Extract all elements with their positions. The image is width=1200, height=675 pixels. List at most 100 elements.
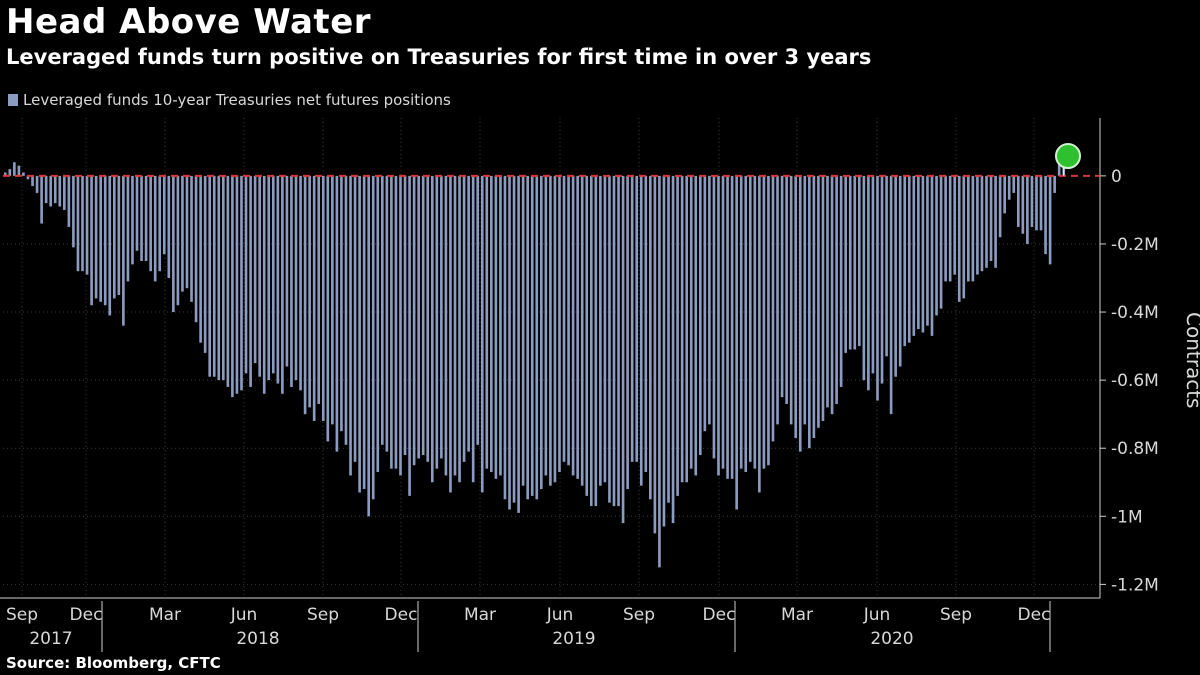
bar (576, 175, 579, 479)
bar (912, 175, 916, 336)
bar (639, 175, 643, 486)
bar (635, 175, 639, 462)
bar (1057, 162, 1061, 176)
bar (589, 175, 593, 507)
bar (208, 175, 212, 377)
bar (521, 175, 525, 486)
bar (753, 175, 757, 469)
y-tick-label: -0.8M (1111, 439, 1159, 459)
bar (240, 175, 243, 391)
bar (485, 175, 489, 469)
bar (194, 175, 198, 323)
bar (585, 175, 589, 496)
bar (176, 175, 180, 306)
bar (562, 175, 566, 462)
bar (571, 175, 575, 476)
bar (453, 175, 457, 476)
bar (112, 175, 116, 299)
bar (244, 175, 248, 374)
bar (135, 175, 139, 251)
bar (617, 175, 620, 507)
bar (780, 175, 784, 398)
bar (376, 175, 380, 473)
bar (490, 175, 493, 473)
bar (989, 175, 993, 261)
bar (703, 175, 707, 432)
bar (26, 175, 30, 180)
bar (708, 175, 711, 425)
bar (308, 175, 311, 408)
bar (317, 175, 321, 404)
bar (158, 175, 162, 272)
bar (199, 175, 202, 343)
x-year-label: 2019 (552, 629, 595, 649)
bar (526, 175, 530, 500)
bar (153, 175, 157, 282)
bar (421, 175, 425, 456)
bar (553, 175, 557, 483)
chart-subtitle: Leveraged funds turn positive on Treasur… (6, 45, 872, 69)
bar (222, 175, 225, 381)
bar (358, 175, 361, 493)
bar (817, 175, 820, 428)
bar (226, 175, 230, 387)
bar (362, 175, 366, 490)
bar (871, 175, 875, 374)
bar (35, 175, 39, 193)
bar (771, 175, 775, 442)
bar (794, 175, 798, 438)
bar (558, 175, 561, 473)
bar (653, 175, 657, 534)
bar (930, 175, 934, 336)
x-tick-label: Dec (703, 605, 736, 625)
bar (294, 175, 298, 381)
bar (835, 175, 838, 404)
bar (22, 172, 25, 176)
bar (258, 175, 261, 377)
bar (476, 175, 480, 445)
x-year-label: 2020 (870, 629, 913, 649)
bar (626, 175, 629, 490)
bar (971, 175, 975, 282)
bar (762, 175, 766, 469)
bar (876, 175, 879, 401)
bar (326, 175, 330, 442)
bar (426, 175, 430, 462)
y-tick-label: -0.2M (1111, 235, 1159, 255)
bar (857, 175, 861, 347)
bar (408, 175, 411, 496)
y-axis-label: Contracts (1182, 312, 1200, 409)
bar (976, 175, 979, 275)
bar (1021, 175, 1025, 234)
bar (412, 175, 416, 466)
bar (235, 175, 239, 394)
bar (944, 175, 947, 282)
bar (726, 175, 729, 479)
bar (430, 175, 434, 483)
bar (53, 175, 57, 204)
x-tick-label: Sep (940, 605, 972, 625)
bar (117, 175, 121, 296)
bar (1003, 175, 1006, 214)
bar (435, 175, 439, 469)
bar (739, 175, 743, 469)
y-tick-label: -1.2M (1111, 575, 1159, 595)
bar (803, 175, 807, 425)
bar (331, 175, 334, 425)
bar (698, 175, 702, 456)
bar (249, 175, 252, 387)
bar (508, 175, 511, 510)
bar (76, 175, 80, 272)
bar (644, 175, 648, 473)
bar (612, 175, 616, 507)
bar (172, 175, 175, 313)
bar (381, 175, 384, 445)
bar (721, 175, 725, 469)
bar (390, 175, 393, 469)
bar (998, 175, 1002, 238)
bar (535, 175, 539, 500)
bar (917, 175, 920, 330)
legend-label: Leveraged funds 10-year Treasuries net f… (23, 91, 451, 109)
bar (658, 175, 661, 568)
bar (267, 175, 271, 381)
